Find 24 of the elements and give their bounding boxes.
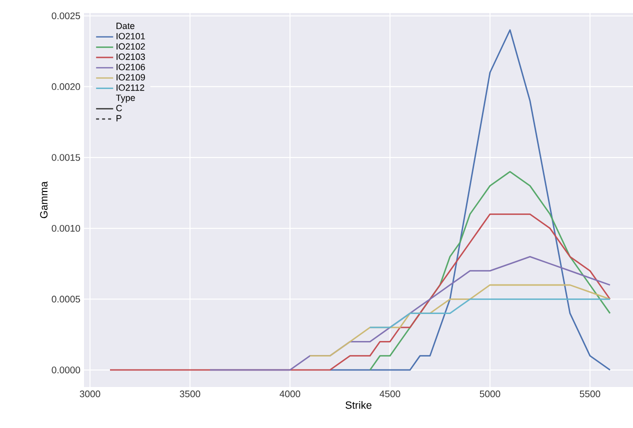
x-tick-label: 4500	[380, 390, 400, 398]
y-tick-label: 0.0005	[52, 296, 80, 303]
x-tick-label: 3500	[180, 390, 200, 398]
legend-label: P	[116, 115, 122, 122]
x-tick-label: 3000	[80, 390, 100, 398]
y-tick-label: 0.0015	[52, 154, 80, 161]
y-tick-label: 0.0000	[52, 366, 80, 374]
annotation: Type	[116, 94, 135, 103]
legend-label: C	[116, 104, 122, 112]
y-tick-label: 0.0010	[52, 224, 80, 232]
legend-label: IO2112	[116, 84, 144, 91]
y-tick-label: 0.0020	[52, 83, 80, 90]
x-tick-label: 4000	[280, 390, 300, 398]
legend-label: IO2106	[116, 64, 145, 70]
legend-label: IO2103	[116, 54, 145, 60]
x-axis-title: Strike	[346, 401, 372, 409]
legend-label: IO2109	[116, 74, 145, 81]
y-axis-title: Gamma	[40, 181, 48, 218]
legend-label: IO2102	[116, 43, 145, 50]
legend-title: Date	[116, 22, 134, 30]
y-tick-label: 0.0025	[52, 12, 80, 20]
x-tick-label: 5000	[480, 390, 500, 398]
legend-label: IO2101	[116, 32, 145, 40]
x-tick-label: 5500	[580, 390, 600, 398]
